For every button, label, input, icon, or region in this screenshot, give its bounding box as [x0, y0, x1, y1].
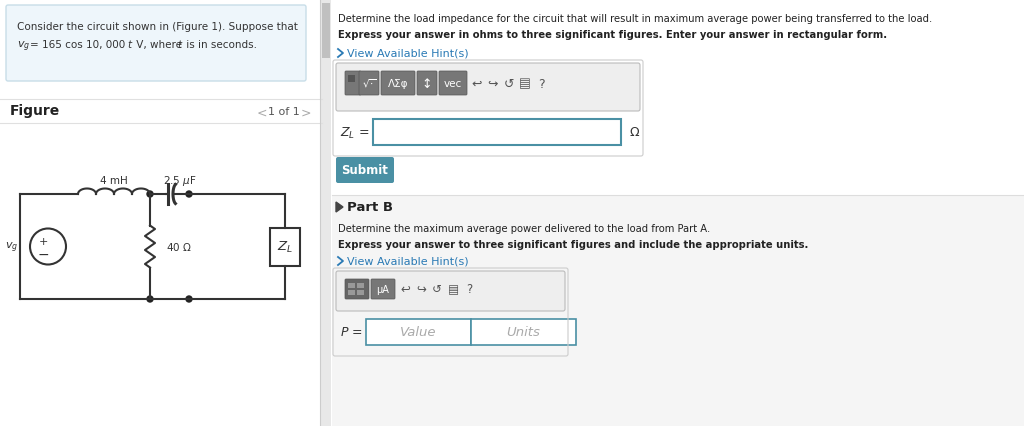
Text: ↺: ↺: [504, 77, 514, 90]
Text: Consider the circuit shown in (Figure 1). Suppose that: Consider the circuit shown in (Figure 1)…: [17, 22, 298, 32]
Text: t: t: [127, 40, 131, 50]
Text: Submit: Submit: [342, 164, 388, 177]
Bar: [321, 0, 331, 426]
Text: View Available Hint(s): View Available Hint(s): [347, 49, 469, 59]
Text: Part B: Part B: [347, 201, 393, 214]
Text: $\sqrt{\cdot}$: $\sqrt{\cdot}$: [361, 78, 376, 90]
Text: ↕: ↕: [422, 77, 432, 90]
Bar: [348, 290, 355, 295]
Text: 40 $\Omega$: 40 $\Omega$: [166, 241, 191, 253]
FancyBboxPatch shape: [381, 72, 415, 96]
Text: 2.5 $\mu$F: 2.5 $\mu$F: [163, 173, 197, 187]
Circle shape: [30, 229, 66, 265]
FancyBboxPatch shape: [359, 72, 379, 96]
FancyBboxPatch shape: [439, 72, 467, 96]
Text: ▤: ▤: [519, 77, 530, 90]
Text: +: +: [38, 237, 48, 247]
FancyBboxPatch shape: [336, 158, 394, 184]
Bar: [270, 228, 300, 266]
FancyBboxPatch shape: [336, 64, 640, 112]
Text: ▤: ▤: [447, 283, 459, 296]
Text: ↪: ↪: [416, 283, 426, 296]
Bar: [322, 4, 330, 59]
Text: ↺: ↺: [432, 283, 442, 296]
Text: $P$ =: $P$ =: [340, 326, 362, 339]
Text: <: <: [257, 107, 267, 120]
Text: $v_g$: $v_g$: [17, 40, 31, 54]
Circle shape: [147, 192, 153, 198]
Circle shape: [186, 296, 193, 302]
FancyBboxPatch shape: [6, 6, 306, 82]
Text: Express your answer to three significant figures and include the appropriate uni: Express your answer to three significant…: [338, 239, 808, 249]
Text: ΛΣφ: ΛΣφ: [388, 79, 409, 89]
Text: t: t: [177, 40, 181, 50]
Text: Determine the load impedance for the circuit that will result in maximum average: Determine the load impedance for the cir…: [338, 14, 932, 24]
Text: Determine the maximum average power delivered to the load from Part A.: Determine the maximum average power deli…: [338, 224, 711, 233]
Bar: [366, 319, 471, 345]
Text: ↩: ↩: [472, 77, 482, 90]
Text: −: −: [37, 247, 49, 261]
Text: Units: Units: [507, 326, 541, 339]
Polygon shape: [336, 202, 343, 213]
Bar: [0, 124, 322, 426]
Text: View Available Hint(s): View Available Hint(s): [347, 256, 469, 266]
Text: ?: ?: [538, 77, 545, 90]
FancyBboxPatch shape: [345, 72, 361, 96]
Circle shape: [147, 296, 153, 302]
Text: Value: Value: [400, 326, 437, 339]
Text: 1 of 1: 1 of 1: [268, 107, 300, 117]
Text: ↪: ↪: [487, 77, 499, 90]
Text: ?: ?: [466, 283, 472, 296]
Text: Figure: Figure: [10, 104, 60, 118]
Bar: [332, 196, 1024, 426]
Bar: [373, 120, 621, 146]
FancyBboxPatch shape: [336, 271, 565, 311]
Text: 4 mH: 4 mH: [100, 176, 128, 186]
Text: $v_g$: $v_g$: [5, 240, 18, 254]
FancyBboxPatch shape: [371, 279, 395, 299]
Text: Express your answer in ohms to three significant figures. Enter your answer in r: Express your answer in ohms to three sig…: [338, 30, 887, 40]
Text: V, where: V, where: [133, 40, 185, 50]
Circle shape: [186, 192, 193, 198]
Text: μA: μA: [377, 284, 389, 294]
Bar: [348, 76, 355, 83]
Text: vec: vec: [443, 79, 462, 89]
FancyBboxPatch shape: [417, 72, 437, 96]
Text: $Z_L$: $Z_L$: [278, 239, 293, 254]
Text: >: >: [301, 107, 311, 120]
Text: Ω: Ω: [629, 126, 639, 139]
Bar: [357, 290, 364, 295]
Text: ↩: ↩: [400, 283, 410, 296]
Text: $Z_L$ =: $Z_L$ =: [340, 125, 370, 140]
Text: = 165 cos 10, 000: = 165 cos 10, 000: [30, 40, 125, 50]
Bar: [471, 319, 575, 345]
Bar: [357, 283, 364, 288]
Bar: [348, 283, 355, 288]
Text: is in seconds.: is in seconds.: [183, 40, 257, 50]
FancyBboxPatch shape: [345, 279, 369, 299]
